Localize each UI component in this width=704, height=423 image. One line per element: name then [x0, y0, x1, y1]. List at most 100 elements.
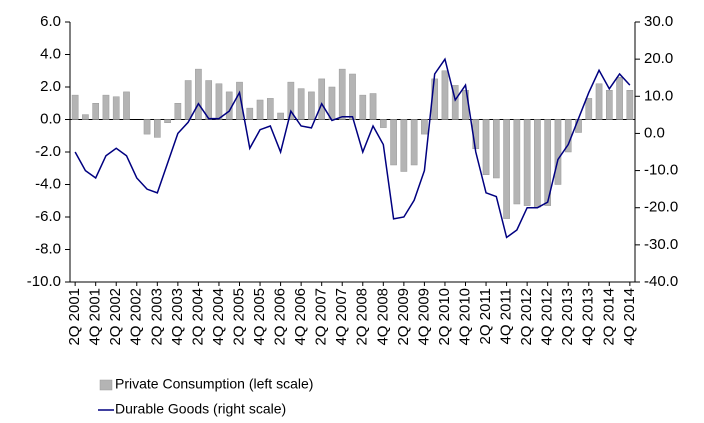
y2-tick-label: -40.0: [644, 273, 678, 290]
bar: [349, 73, 356, 120]
x-tick-label: 2Q 2011: [477, 288, 494, 344]
x-tick-label: 4Q 2004: [210, 288, 227, 346]
y-tick-label: -4.0: [35, 175, 61, 192]
x-tick-label: 2Q 2004: [189, 288, 206, 346]
x-tick-label: 2Q 2012: [518, 288, 535, 346]
bar: [153, 119, 161, 138]
x-tick-label: 2Q 2001: [66, 288, 83, 346]
y-tick-label: -2.0: [35, 143, 61, 160]
bar: [544, 119, 552, 206]
bar: [164, 119, 171, 123]
x-tick-label: 4Q 2002: [128, 288, 145, 346]
bar: [266, 98, 274, 120]
x-tick-label: 4Q 2012: [539, 288, 556, 346]
x-tick-label: 2Q 2013: [559, 288, 576, 346]
y2-tick-label: 10.0: [644, 87, 673, 104]
y-tick-label: 2.0: [40, 78, 61, 95]
y2-tick-label: -10.0: [644, 162, 678, 179]
bar: [359, 94, 367, 120]
x-tick-label: 4Q 2001: [87, 288, 104, 346]
bar: [513, 119, 521, 205]
legend: Private Consumption (left scale) Durable …: [98, 376, 313, 417]
x-tick-label: 4Q 2013: [580, 288, 597, 346]
x-tick-label: 4Q 2010: [456, 288, 473, 346]
y-tick-label: -6.0: [35, 208, 61, 225]
x-tick-label: 2Q 2008: [354, 288, 371, 346]
bar: [328, 86, 336, 120]
y2-tick-label: 30.0: [644, 13, 673, 30]
bar: [112, 96, 120, 120]
legend-label: Private Consumption (left scale): [115, 376, 313, 392]
x-tick-label: 4Q 2006: [292, 288, 309, 346]
y-tick-label: -8.0: [35, 240, 61, 257]
y2-tick-label: 20.0: [644, 50, 673, 67]
bar: [338, 68, 346, 120]
bar: [287, 81, 295, 120]
bar: [308, 91, 315, 120]
x-tick-label: 2Q 2007: [313, 288, 330, 346]
bar: [523, 119, 531, 206]
bar: [410, 119, 418, 166]
legend-label: Durable Goods (right scale): [115, 401, 286, 417]
y-tick-label: -10.0: [27, 273, 61, 290]
bar: [297, 88, 305, 120]
x-tick-label: 4Q 2008: [374, 288, 391, 346]
line: [74, 57, 631, 239]
bar: [390, 119, 397, 166]
x-tick-label: 4Q 2005: [251, 288, 268, 346]
bar: [554, 119, 562, 185]
bar: [143, 119, 151, 135]
x-tick-label: 2Q 2005: [230, 288, 247, 346]
bar: [184, 80, 192, 120]
bar: [205, 80, 213, 120]
bar: [400, 119, 408, 172]
y-tick-label: 4.0: [40, 45, 61, 62]
bar: [441, 70, 449, 120]
x-tick-label: 2Q 2014: [600, 288, 617, 346]
bar: [482, 119, 490, 175]
x-tick-label: 2Q 2010: [436, 288, 453, 346]
bar: [451, 85, 459, 120]
bar: [215, 83, 223, 120]
bar: [421, 119, 428, 135]
bar: [585, 98, 593, 120]
bar: [503, 119, 510, 219]
x-tick-label: 2Q 2002: [107, 288, 124, 346]
bar: [246, 107, 254, 120]
bar: [236, 81, 243, 120]
bar: [369, 93, 377, 120]
bar: [605, 90, 613, 120]
legend-swatch: [99, 379, 113, 391]
bar: [225, 91, 233, 120]
x-tick-label: 4Q 2014: [621, 288, 638, 346]
bar: [616, 77, 623, 120]
x-tick-label: 4Q 2011: [498, 288, 515, 344]
x-tick-label: 2Q 2009: [395, 288, 412, 346]
x-tick-label: 2Q 2003: [148, 288, 165, 346]
bar: [92, 103, 100, 120]
bar: [534, 119, 541, 208]
bar: [595, 83, 603, 120]
y2-tick-label: 0.0: [644, 124, 665, 141]
x-tick-label: 4Q 2009: [415, 288, 432, 346]
x-tick-label: 4Q 2007: [333, 288, 350, 346]
bar: [277, 112, 284, 120]
bar: [123, 91, 130, 120]
bar: [195, 68, 202, 120]
bar: [379, 119, 387, 128]
y-tick-label: 6.0: [40, 13, 61, 30]
bar: [492, 119, 500, 179]
y-tick-label: 0.0: [40, 110, 61, 127]
bar: [71, 94, 79, 120]
x-tick-label: 4Q 2003: [169, 288, 186, 346]
y2-tick-label: -20.0: [644, 199, 678, 216]
x-tick-label: 2Q 2006: [272, 288, 289, 346]
bar: [626, 90, 634, 120]
bar: [256, 99, 264, 120]
bar: [318, 78, 326, 120]
y2-tick-label: -30.0: [644, 236, 678, 253]
bar: [82, 114, 89, 120]
bar: [174, 103, 182, 120]
bar: [102, 94, 110, 120]
